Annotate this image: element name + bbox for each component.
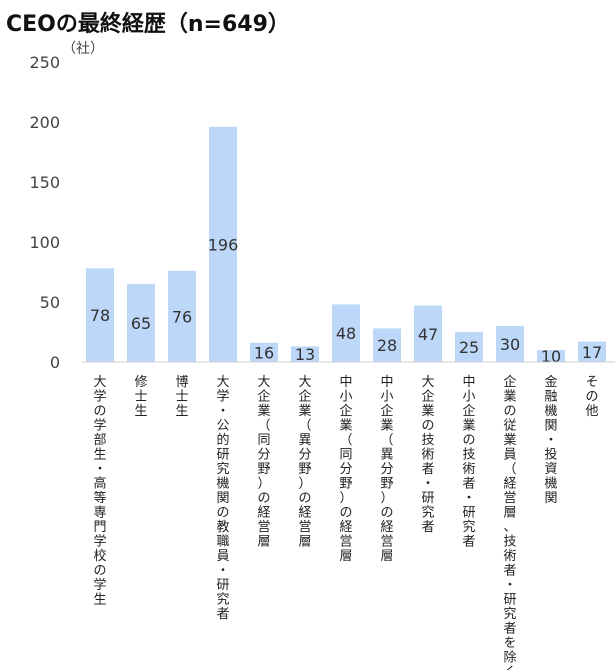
data-label: 48 [336, 324, 356, 343]
x-tick-label: 金融機関・投資機関 [544, 374, 557, 506]
bar [250, 342, 278, 362]
y-tick-label: 50 [40, 293, 60, 312]
bar [127, 284, 155, 362]
bar [414, 305, 442, 362]
y-tick-label: 250 [29, 53, 60, 72]
x-tick-label: 大学の学部生・高等専門学校の学生 [93, 375, 106, 608]
bar [168, 270, 196, 362]
bar [332, 304, 360, 362]
y-tick-label: 0 [50, 353, 60, 372]
x-tick-label: 企業の従業員（経営層、技術者・研究者を除く） [503, 374, 516, 670]
x-axis-category-labels: 大学の学部生・高等専門学校の学生 修士生 博士生 大学・公的研究機関の教職員・研究者 大… [93, 374, 598, 670]
data-label: 65 [131, 314, 151, 333]
x-tick-label: 修士生 [134, 375, 147, 419]
data-label: 28 [377, 336, 397, 355]
data-label: 25 [459, 338, 479, 357]
x-tick-label: 博士生 [175, 375, 188, 419]
x-tick-label: 大学・公的研究機関の教職員・研究者 [216, 375, 229, 622]
data-labels: 78 65 76 196 16 13 48 28 47 25 30 10 17 [90, 235, 602, 366]
x-tick-label: 大企業の技術者・研究者 [421, 375, 434, 535]
x-tick-label: 大企業（同分野）の経営層 [257, 375, 270, 550]
data-label: 10 [541, 347, 561, 366]
bar [291, 346, 319, 362]
y-axis-unit-label: （社） [62, 41, 104, 57]
bar [537, 350, 565, 362]
bar [496, 326, 524, 362]
x-tick-label: 中小企業の技術者・研究者 [462, 375, 475, 550]
bar [578, 341, 606, 362]
bar [373, 328, 401, 362]
x-tick-label: 中小企業（異分野）の経営層 [380, 375, 393, 564]
data-label: 17 [582, 343, 602, 362]
y-tick-label: 200 [29, 113, 60, 132]
x-tick-label: 中小企業（同分野）の経営層 [339, 375, 352, 564]
bars [86, 126, 606, 362]
chart-title: CEOの最終経歴（n=649） [6, 12, 290, 37]
x-tick-label: その他 [585, 375, 598, 419]
bar [209, 126, 237, 362]
x-tick-label: 大企業（異分野）の経営層 [298, 375, 311, 550]
data-label: 76 [172, 307, 192, 326]
bar [86, 268, 114, 362]
data-label: 16 [254, 343, 274, 362]
data-label: 196 [208, 235, 239, 254]
data-label: 78 [90, 306, 110, 325]
y-axis-ticks: 0 50 100 150 200 250 [29, 53, 60, 372]
data-label: 13 [295, 345, 315, 364]
data-label: 47 [418, 325, 438, 344]
bar [455, 332, 483, 362]
y-tick-label: 100 [29, 233, 60, 252]
y-tick-label: 150 [29, 173, 60, 192]
data-label: 30 [500, 335, 520, 354]
